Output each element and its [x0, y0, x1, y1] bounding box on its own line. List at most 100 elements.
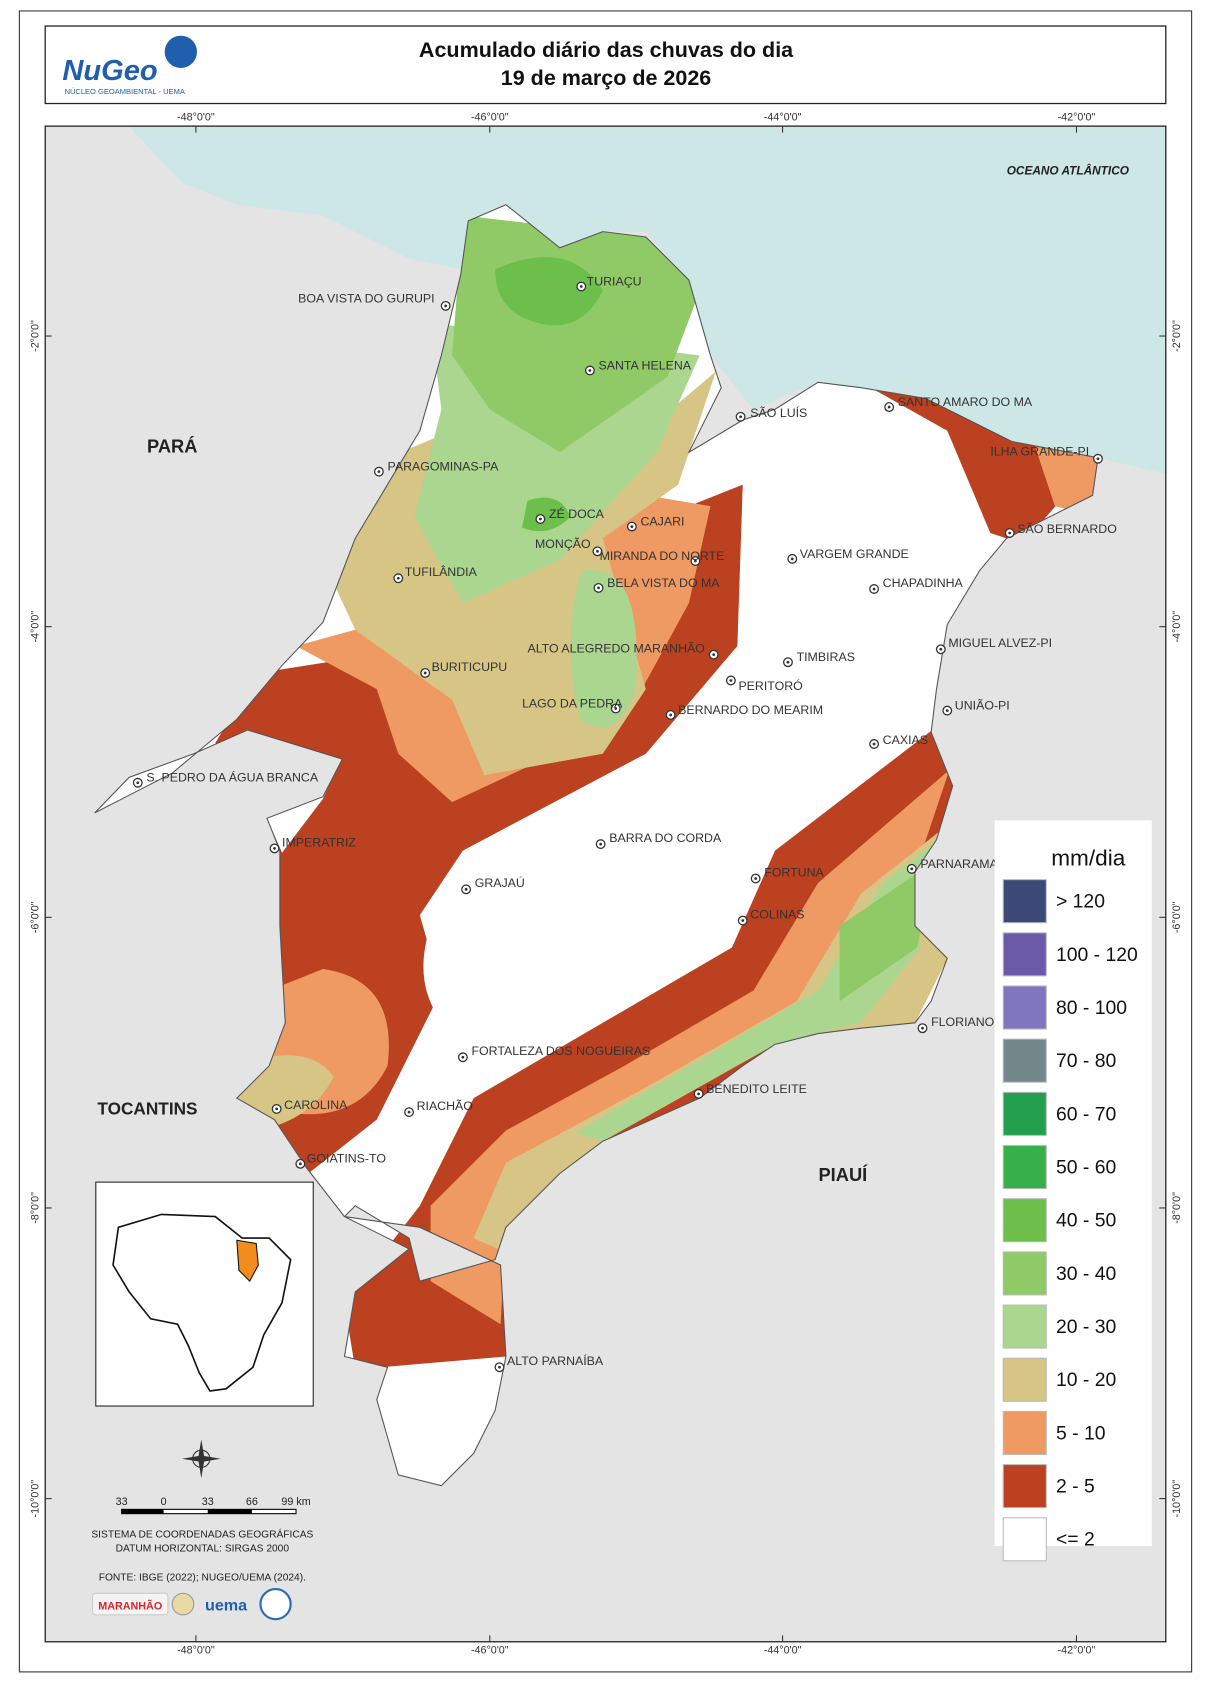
scale-label: 66 [246, 1496, 258, 1508]
scale-label: 33 [116, 1496, 128, 1508]
city-label: FLORIANO-PI [931, 1015, 1010, 1029]
legend-swatch [1002, 932, 1047, 977]
city-dot [754, 877, 758, 880]
city-label: CAXIAS [883, 733, 928, 747]
city-label: BENEDITO LEITE [706, 1082, 807, 1096]
city-dot [597, 586, 600, 590]
city-label: BURITICUPU [432, 660, 508, 674]
city-dot [377, 470, 381, 474]
inset-map [95, 1181, 314, 1407]
city-label: MONÇÃO [535, 537, 591, 551]
region-label: TOCANTINS [97, 1098, 197, 1118]
region-label: PIAUÍ [818, 1164, 868, 1185]
longitude-label: -48°0'0" [177, 112, 215, 124]
scale-bar [121, 1508, 297, 1515]
latitude-label: -8°0'0" [1171, 1192, 1183, 1224]
logos [92, 1587, 292, 1621]
city-dot [712, 653, 716, 657]
legend-label: 70 - 80 [1056, 1050, 1117, 1072]
city-dot [498, 1365, 501, 1369]
rain-zone [575, 829, 953, 1142]
city-label: VARGEM GRANDE [800, 547, 909, 561]
city-dot [298, 1162, 302, 1166]
legend-label: 10 - 20 [1056, 1369, 1117, 1391]
city-dot [693, 559, 697, 563]
legend-swatch [1002, 1251, 1047, 1296]
latitude-label: -4°0'0" [1171, 611, 1183, 643]
legend-label: > 120 [1056, 891, 1105, 913]
logo-globe [164, 35, 197, 68]
legend-label: 100 - 120 [1056, 944, 1138, 966]
legend-swatch [1002, 1357, 1047, 1402]
scale-label: 99 km [281, 1496, 310, 1508]
city-dot [407, 1110, 411, 1114]
region-label: PARÁ [147, 435, 197, 456]
city-label: PARAGOMINAS-PA [388, 460, 500, 474]
rain-zone [570, 569, 637, 728]
scale-label: 33 [202, 1496, 214, 1508]
logo-subtitle: NÚCLEO GEOAMBIENTAL - UEMA [65, 87, 185, 96]
longitude-label: -46°0'0" [471, 112, 509, 124]
city-dot [910, 867, 914, 871]
rain-zone [423, 829, 728, 1034]
city-dot [444, 304, 448, 308]
title: 19 de março de 2026 [501, 66, 712, 90]
city-label: BELA VISTA DO MA [607, 576, 720, 590]
city-dot [538, 517, 542, 521]
footer-text: SISTEMA DE COORDENADAS GEOGRÁFICAS [91, 1527, 313, 1540]
city-label: TUFILÂNDIA [405, 564, 478, 579]
longitude-label: -48°0'0" [177, 1645, 215, 1657]
city-label: GOIATINS-TO [307, 1152, 387, 1166]
city-dot [729, 679, 733, 682]
longitude-label: -42°0'0" [1058, 1645, 1096, 1657]
city-dot [614, 707, 618, 710]
city-dot [872, 587, 876, 591]
logo-fapema [259, 1587, 292, 1621]
city-label: CAROLINA [284, 1098, 348, 1112]
city-label: SANTO AMARO DO MA [898, 395, 1033, 409]
logo-text: MARANHÃO [98, 1599, 162, 1612]
north-arrow [181, 1439, 221, 1479]
city-dot [579, 285, 583, 288]
legend-swatch [1002, 1464, 1047, 1509]
city-dot [786, 660, 790, 664]
city-dot [464, 887, 468, 891]
city-dot [739, 415, 742, 419]
legend-label: 2 - 5 [1056, 1476, 1095, 1498]
footer-text: DATUM HORIZONTAL: SIRGAS 2000 [116, 1543, 290, 1554]
latitude-label: -4°0'0" [30, 611, 42, 643]
legend-swatch [1002, 1198, 1047, 1243]
latitude-label: -8°0'0" [30, 1192, 42, 1224]
legend-swatch [1002, 1410, 1047, 1455]
city-label: BARRA DO CORDA [609, 831, 722, 845]
cities: TURIAÇU BOA VISTA DO GURUPI SANTA HELENA SÃ… [132, 274, 1117, 1373]
city-dot [921, 1026, 924, 1030]
legend-label: 20 - 30 [1056, 1316, 1117, 1338]
city-label: BERNARDO DO MEARIM [678, 703, 823, 717]
city-label: LAGO DA PEDRA [522, 696, 623, 710]
city-label: MIRANDA DO NORTE [600, 549, 725, 563]
map-border [44, 125, 1167, 1643]
legend-label: 50 - 60 [1056, 1157, 1117, 1179]
city-dot [273, 847, 276, 850]
city-dot [939, 647, 943, 651]
legend-label: 5 - 10 [1056, 1422, 1106, 1444]
city-dot [136, 781, 140, 785]
city-label: TIMBIRAS [797, 650, 855, 664]
longitude-label: -44°0'0" [764, 112, 802, 124]
city-dot [872, 742, 876, 746]
city-dot [887, 405, 891, 409]
city-label: IMPERATRIZ [282, 835, 356, 849]
scale-label: 0 [161, 1496, 167, 1508]
city-label: ILHA GRANDE-PI [990, 445, 1089, 459]
legend-swatch [1002, 1517, 1047, 1562]
rain-zone [522, 497, 571, 532]
city-dot [396, 576, 400, 580]
legend-swatch [1002, 1091, 1047, 1136]
legend-label: <= 2 [1056, 1529, 1095, 1551]
latitude-label: -10°0'0" [30, 1480, 42, 1518]
rain-zone [861, 382, 1098, 544]
latitude-label: -2°0'0" [30, 320, 42, 352]
ocean [45, 126, 1166, 474]
